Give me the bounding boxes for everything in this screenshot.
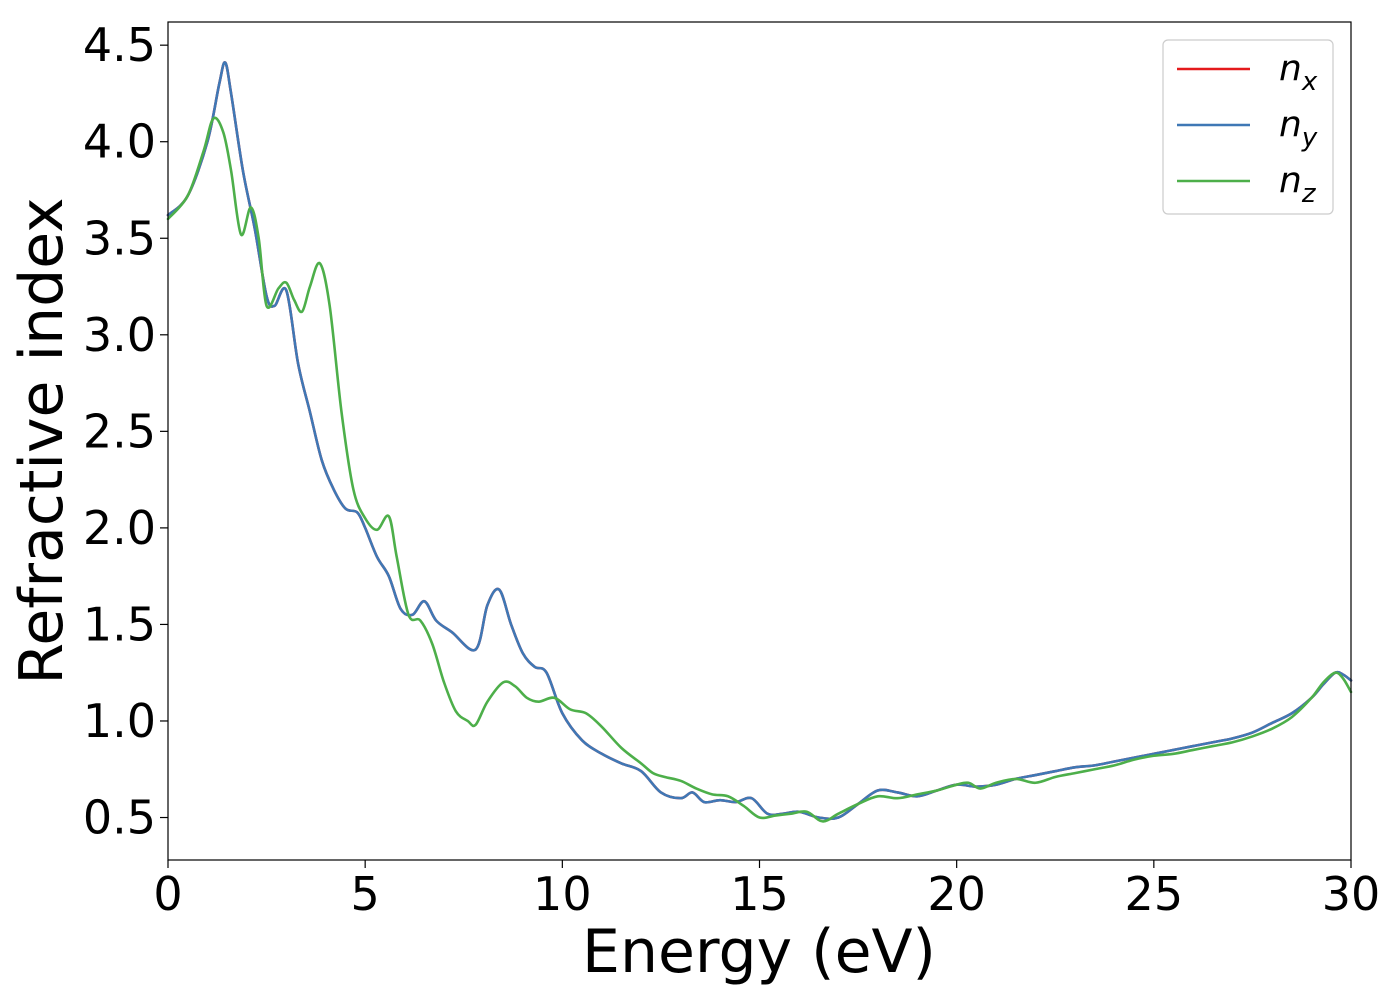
legend-label-ny: ny — [1279, 104, 1318, 153]
y-axis: 0.5 1.0 1.5 2.0 2.5 3.0 3.5 4.0 4.5 — [83, 18, 168, 845]
y-tick-label: 3.5 — [83, 211, 156, 265]
plot-area — [168, 22, 1351, 860]
legend-box — [1162, 39, 1334, 215]
legend-symbol: n — [1279, 48, 1302, 89]
y-tick-label: 4.5 — [83, 18, 156, 72]
legend-symbol: n — [1279, 160, 1302, 201]
series-line-ny — [166, 61, 1353, 821]
x-axis-title: Energy (eV) — [582, 917, 936, 987]
x-axis: 0 5 10 15 20 25 30 — [153, 860, 1380, 921]
y-tick-label: 2.0 — [83, 501, 156, 555]
legend-subscript: y — [1301, 123, 1318, 153]
y-tick-label: 4.0 — [83, 115, 156, 169]
legend-subscript: x — [1301, 67, 1318, 97]
y-tick-label: 1.5 — [83, 597, 156, 651]
x-tick-label: 0 — [153, 867, 182, 921]
y-axis-title: Refractive index — [7, 197, 77, 684]
legend-symbol: n — [1279, 104, 1302, 145]
x-tick-label: 5 — [351, 867, 380, 921]
x-tick-label: 10 — [533, 867, 592, 921]
y-tick-label: 3.0 — [83, 308, 156, 362]
x-tick-label: 25 — [1125, 867, 1184, 921]
series-line-nz — [166, 116, 1353, 823]
legend-label-nx: nx — [1279, 48, 1318, 97]
legend-label-nz: nz — [1279, 160, 1317, 209]
legend-subscript: z — [1301, 179, 1317, 209]
x-tick-label: 30 — [1322, 867, 1381, 921]
x-tick-label: 20 — [927, 867, 986, 921]
y-tick-label: 0.5 — [83, 791, 156, 845]
y-tick-label: 2.5 — [83, 404, 156, 458]
series-layer — [166, 61, 1353, 823]
x-tick-label: 15 — [730, 867, 789, 921]
y-tick-label: 1.0 — [83, 694, 156, 748]
